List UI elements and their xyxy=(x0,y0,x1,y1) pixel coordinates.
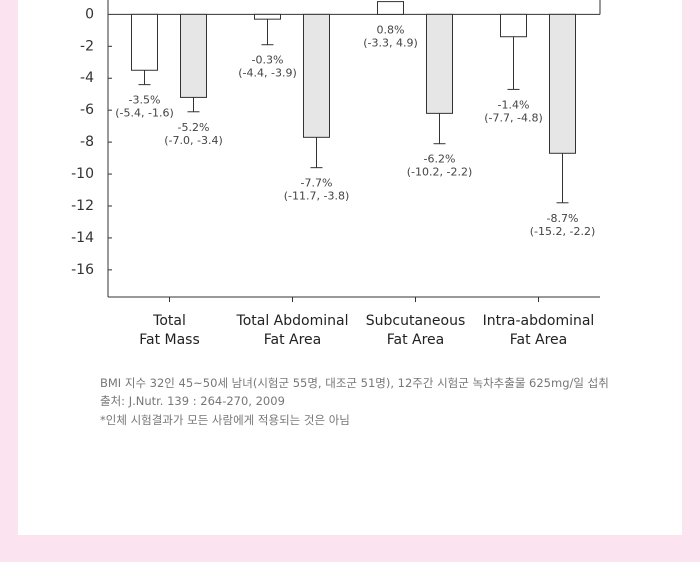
value-label: -7.7% xyxy=(301,177,333,190)
x-tick-label: Intra-abdominal xyxy=(483,313,595,329)
x-tick-label: Total xyxy=(152,313,186,329)
note: 출처: J.Nutr. 139 : 264-270, 2009 xyxy=(100,394,285,408)
x-tick-label: Subcutaneous xyxy=(366,313,466,329)
bar xyxy=(549,13,576,154)
y-tick-label: -16 xyxy=(71,262,94,278)
x-tick-label: Fat Mass xyxy=(139,332,200,348)
y-tick-label: -6 xyxy=(80,102,94,118)
bar xyxy=(377,1,404,15)
y-tick-label: -4 xyxy=(80,70,94,86)
y-tick-label: -10 xyxy=(71,166,94,182)
y-tick-label: -2 xyxy=(80,38,94,54)
y-tick-label: -14 xyxy=(71,230,94,246)
bar xyxy=(131,13,158,71)
bar xyxy=(500,13,527,38)
note: *인체 시험결과가 모든 사람에게 적용되는 것은 아님 xyxy=(100,413,350,427)
value-label: -6.2% xyxy=(424,153,456,166)
bar xyxy=(180,13,207,98)
ci-label: (-3.3, 4.9) xyxy=(363,36,418,49)
ci-label: (-15.2, -2.2) xyxy=(530,225,596,238)
ci-label: (-10.2, -2.2) xyxy=(407,166,473,179)
note: BMI 지수 32인 45~50세 남녀(시험군 55명, 대조군 51명), … xyxy=(100,376,609,390)
x-tick-label: Fat Area xyxy=(264,332,322,348)
ci-label: (-4.4, -3.9) xyxy=(238,67,297,80)
value-label: -0.3% xyxy=(252,54,284,67)
value-label: -1.4% xyxy=(498,98,530,111)
value-label: 0.8% xyxy=(377,23,405,36)
bar xyxy=(426,13,453,114)
ci-label: (-11.7, -3.8) xyxy=(284,190,350,203)
ci-label: (-7.0, -3.4) xyxy=(164,134,223,147)
ci-label: (-7.7, -4.8) xyxy=(484,111,543,124)
bar xyxy=(303,13,330,138)
y-tick-label: -12 xyxy=(71,198,94,214)
ci-label: (-5.4, -1.6) xyxy=(115,107,174,120)
x-tick-label: Total Abdominal xyxy=(236,313,349,329)
value-label: -5.2% xyxy=(178,121,210,134)
x-tick-label: Fat Area xyxy=(387,332,445,348)
value-label: -8.7% xyxy=(547,212,579,225)
bar xyxy=(254,13,281,20)
y-tick-label: -8 xyxy=(80,134,94,150)
x-tick-label: Fat Area xyxy=(510,332,568,348)
y-tick-label: 0 xyxy=(85,6,94,22)
value-label: -3.5% xyxy=(129,94,161,107)
